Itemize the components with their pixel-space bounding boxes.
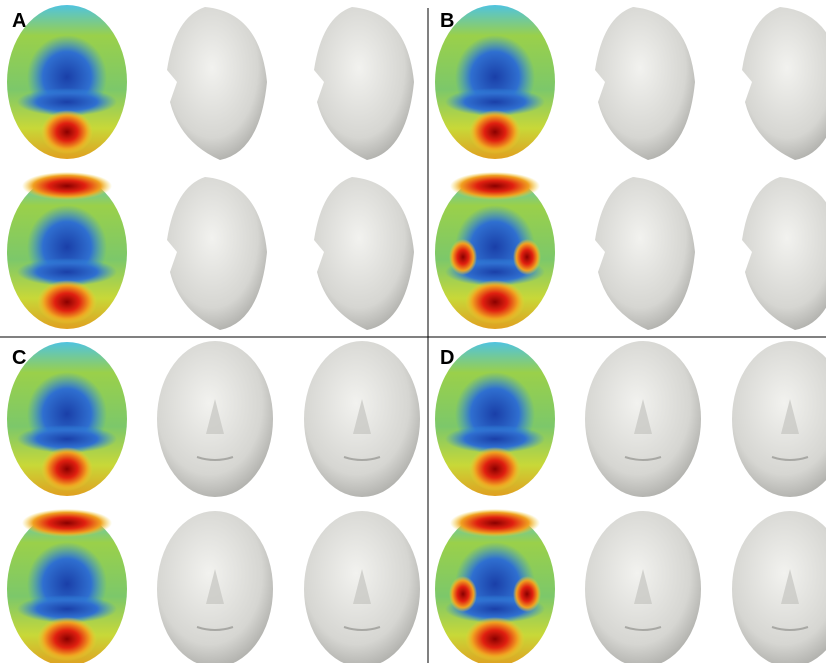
- hot-region: [513, 239, 541, 275]
- shaded-face: [304, 511, 420, 663]
- hot-region: [465, 617, 525, 661]
- face-surface: [314, 177, 414, 330]
- face-surface: [742, 177, 826, 330]
- face-surface: [732, 511, 826, 663]
- shaded-face: [742, 7, 826, 160]
- shaded-face: [167, 177, 267, 330]
- shaded-face: [585, 341, 701, 497]
- shaded-face: [167, 7, 267, 160]
- shaded-face: [314, 7, 414, 160]
- hot-region: [22, 509, 112, 537]
- hot-region: [513, 576, 541, 612]
- face-surface: [732, 341, 826, 497]
- hot-region: [37, 280, 97, 324]
- page: ABCD (() => { const data = JSON.parse(do…: [0, 0, 826, 663]
- shaded-face: [304, 341, 420, 497]
- face-surface: [595, 7, 695, 160]
- shaded-face: [585, 511, 701, 663]
- hot-region: [37, 617, 97, 661]
- hot-region: [41, 447, 93, 491]
- heatmap-face: [435, 172, 555, 329]
- figure: ABCD: [0, 0, 826, 663]
- shaded-face: [742, 177, 826, 330]
- hot-region: [449, 576, 477, 612]
- hot-region: [465, 280, 525, 324]
- heatmap-face: [435, 509, 555, 663]
- heatmap-face: [7, 172, 127, 329]
- hot-region: [41, 110, 93, 154]
- face-surface: [167, 177, 267, 330]
- shaded-face: [732, 511, 826, 663]
- shaded-face: [595, 7, 695, 160]
- heatmap-face: [7, 509, 127, 663]
- face-surface: [595, 177, 695, 330]
- heatmap-face: [435, 5, 555, 159]
- shaded-face: [157, 341, 273, 497]
- hot-region: [469, 447, 521, 491]
- hot-region: [22, 172, 112, 200]
- hot-region: [450, 172, 540, 200]
- heatmap-face: [435, 342, 555, 496]
- hot-region: [469, 110, 521, 154]
- face-surface: [314, 7, 414, 160]
- face-surface: [742, 7, 826, 160]
- shaded-face: [314, 177, 414, 330]
- shaded-face: [157, 511, 273, 663]
- shaded-face: [732, 341, 826, 497]
- heatmap-face: [7, 5, 127, 159]
- heatmap-face: [7, 342, 127, 496]
- hot-region: [450, 509, 540, 537]
- hot-region: [449, 239, 477, 275]
- face-surface: [167, 7, 267, 160]
- shaded-face: [595, 177, 695, 330]
